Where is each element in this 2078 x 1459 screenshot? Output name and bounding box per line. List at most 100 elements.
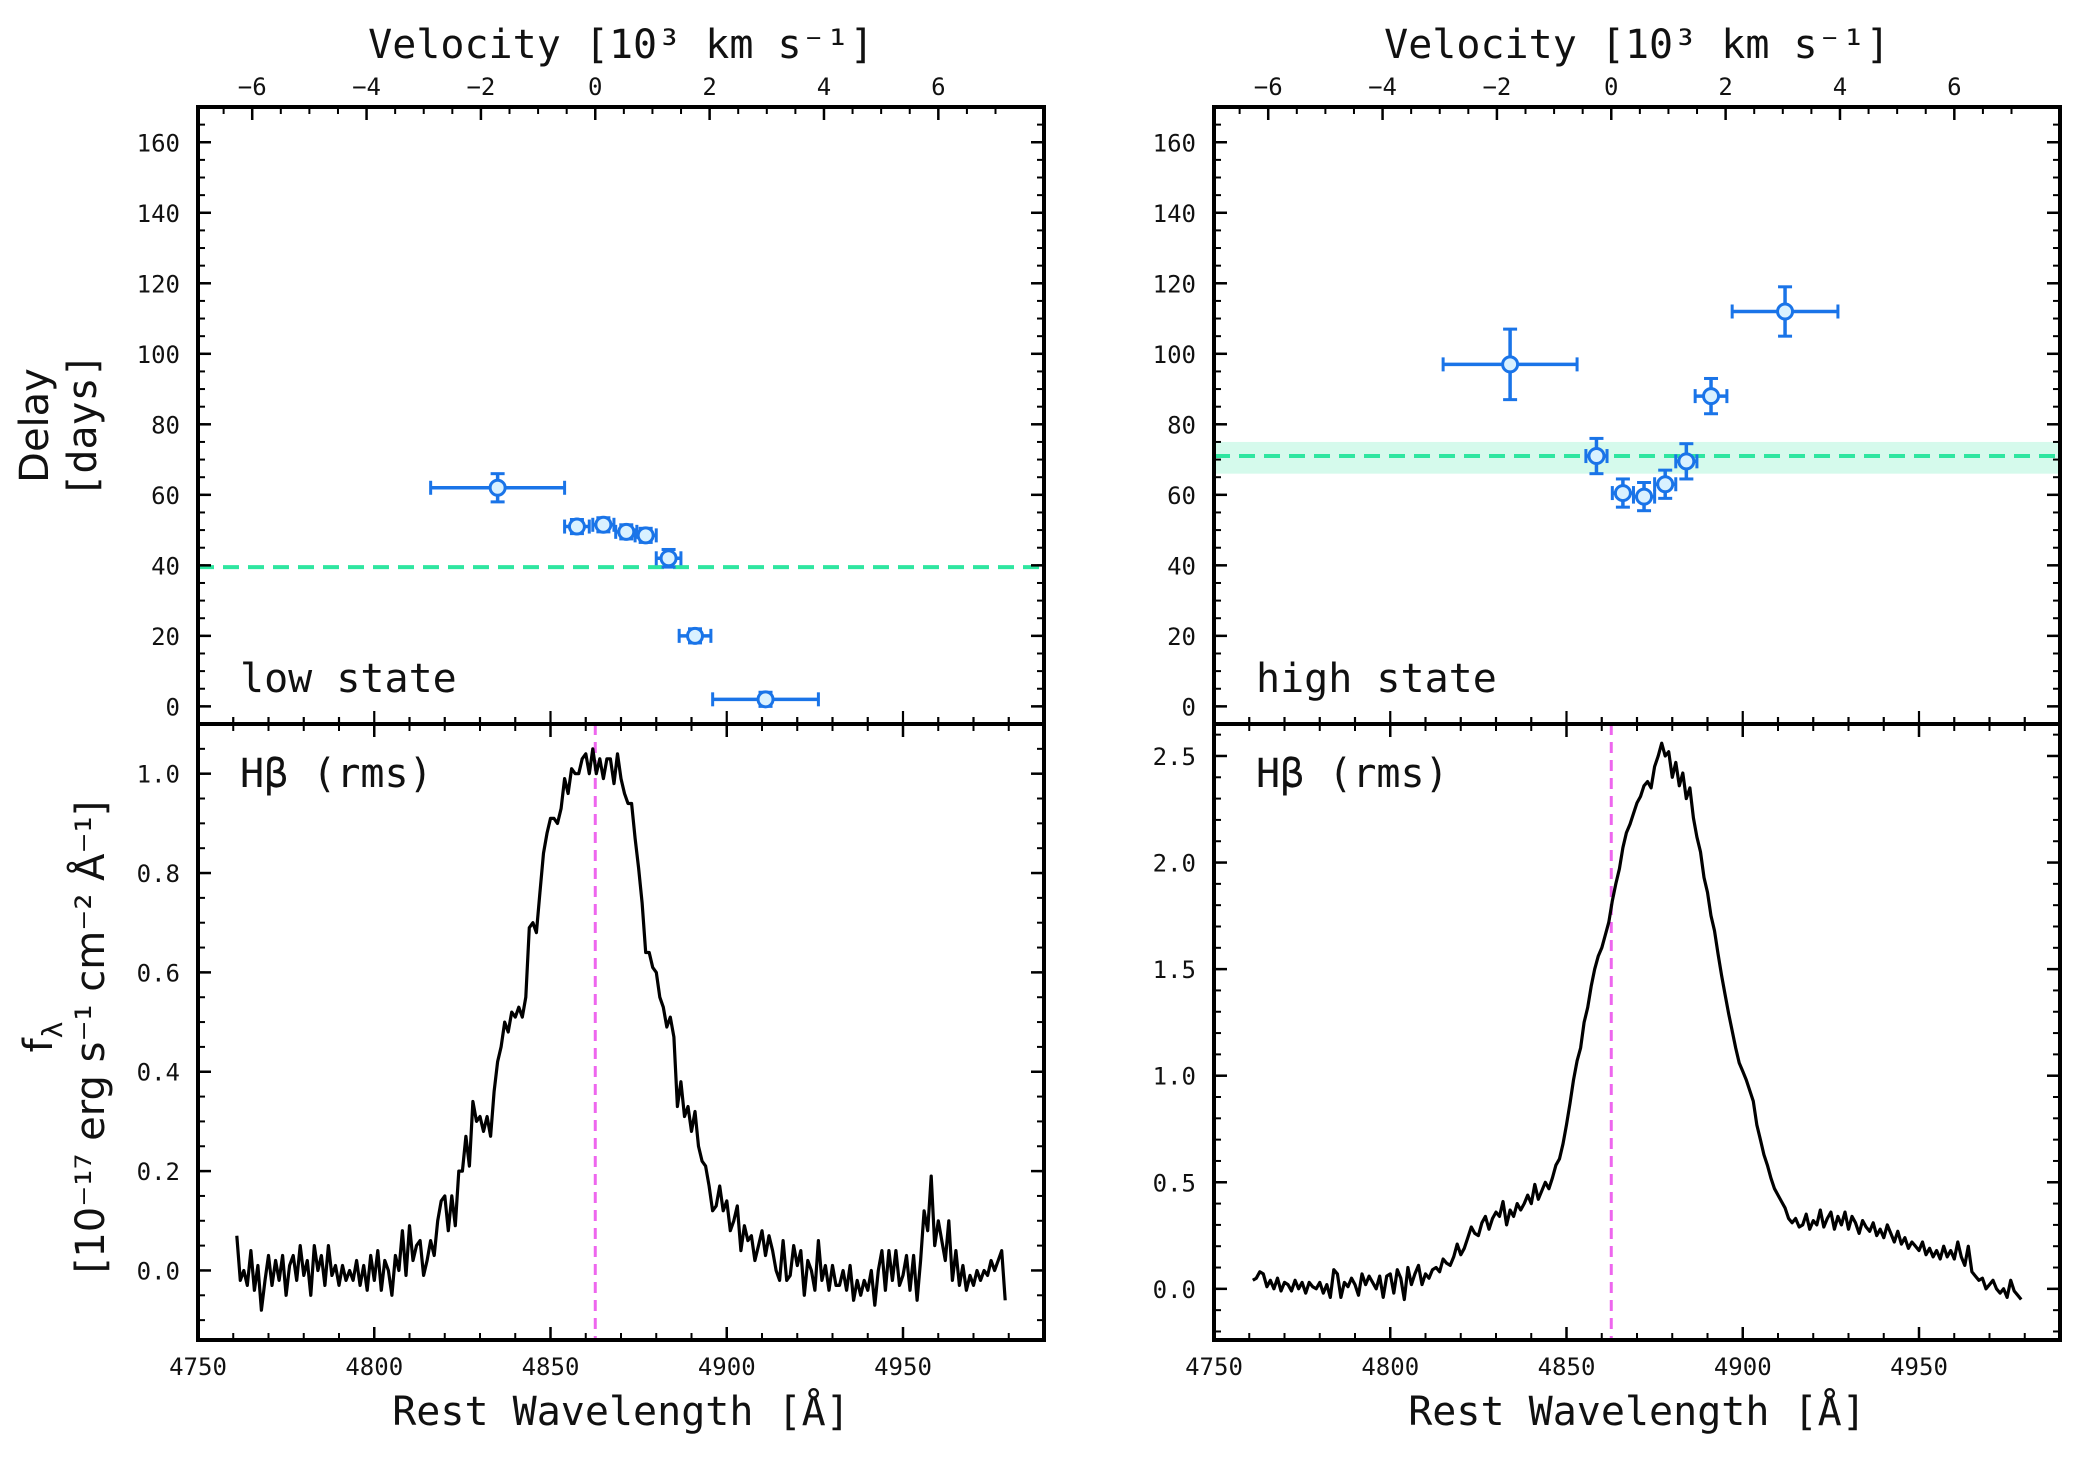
spectrum-line (1251, 741, 2023, 1302)
marker (1776, 302, 1795, 321)
x-tick-label: 4800 (1361, 1353, 1419, 1381)
y-tick-label: 160 (137, 129, 180, 157)
y-tick-label: 120 (1153, 270, 1196, 298)
y-tick-label: 0 (166, 693, 180, 721)
velocity-axis-title: Velocity [10³ km s⁻¹] (368, 22, 874, 68)
delay-point (1674, 442, 1699, 481)
x-axis-title: Rest Wavelength [Å] (392, 1387, 850, 1435)
delay-point (1693, 376, 1729, 416)
y-tick-label: 0.0 (1153, 1276, 1196, 1304)
velocity-axis-title: Velocity [10³ km s⁻¹] (1384, 22, 1890, 68)
y-tick-label: 0.5 (1153, 1169, 1196, 1197)
y-tick-label: 40 (151, 552, 180, 580)
marker (636, 526, 655, 545)
delay-point (1441, 327, 1579, 402)
delay-point (633, 526, 658, 545)
velocity-tick-label: 0 (588, 73, 602, 101)
y-tick-label: 0 (1182, 693, 1196, 721)
y-tick-label: 60 (151, 482, 180, 510)
marker (594, 515, 613, 534)
delay-point (1584, 436, 1609, 476)
panel-annotation: high state (1256, 656, 1497, 702)
marker (756, 690, 775, 709)
y-tick-label: 100 (1153, 341, 1196, 369)
velocity-tick-label: 2 (702, 73, 716, 101)
x-tick-label: 4950 (874, 1353, 932, 1381)
axes-frame (1212, 722, 2062, 1342)
velocity-tick-label: −6 (238, 73, 267, 101)
y-tick-label: 160 (1153, 129, 1196, 157)
velocity-tick-label: 0 (1604, 73, 1618, 101)
x-axis-title: Rest Wavelength [Å] (1408, 1387, 1866, 1435)
x-tick-label: 4950 (1890, 1353, 1948, 1381)
velocity-tick-label: 4 (817, 73, 831, 101)
marker (1587, 447, 1606, 466)
y-tick-label: 2.0 (1153, 850, 1196, 878)
velocity-tick-label: −4 (352, 73, 381, 101)
x-tick-label: 4900 (698, 1353, 756, 1381)
y-axis-title-line1: Delay (12, 368, 58, 483)
marker (1656, 475, 1675, 494)
x-tick-label: 4800 (345, 1353, 403, 1381)
y-axis-title-line1: fλ (16, 1022, 69, 1053)
y-tick-label: 2.5 (1153, 743, 1196, 771)
marker (567, 517, 586, 536)
ylabel-subscript: λ (36, 1022, 69, 1039)
velocity-tick-label: 4 (1833, 73, 1847, 101)
spectrum-line (235, 747, 1007, 1312)
x-tick-label: 4850 (522, 1353, 580, 1381)
delay-point (429, 472, 567, 504)
y-tick-label: 0.0 (137, 1257, 180, 1285)
marker (617, 522, 636, 541)
axes-frame (196, 105, 1046, 726)
y-axis-title-line2: [days] (60, 353, 106, 498)
x-tick-label: 4750 (169, 1353, 227, 1381)
delay-point (1610, 477, 1635, 509)
marker (1677, 452, 1696, 471)
panel-annotation: low state (240, 656, 457, 702)
panel-annotation: Hβ (rms) (1256, 751, 1449, 797)
x-tick-label: 4850 (1538, 1353, 1596, 1381)
x-tick-label: 4900 (1714, 1353, 1772, 1381)
y-tick-label: 20 (151, 623, 180, 651)
velocity-tick-label: 6 (931, 73, 945, 101)
y-tick-label: 1.0 (137, 761, 180, 789)
marker (1635, 487, 1654, 506)
y-tick-label: 1.0 (1153, 1063, 1196, 1091)
delay-point (1653, 468, 1678, 500)
marker (1702, 387, 1721, 406)
marker (1501, 355, 1520, 374)
axes-frame (1212, 105, 2062, 726)
y-tick-label: 80 (1167, 411, 1196, 439)
velocity-tick-label: −2 (466, 73, 495, 101)
x-tick-label: 4750 (1185, 1353, 1243, 1381)
marker (1613, 484, 1632, 503)
velocity-tick-label: −4 (1368, 73, 1397, 101)
axes-layer (196, 105, 2062, 1342)
y-axis-title: Delay [days] (12, 353, 106, 498)
panel-annotation: Hβ (rms) (240, 751, 433, 797)
y-tick-label: 0.2 (137, 1158, 180, 1186)
y-tick-label: 100 (137, 341, 180, 369)
y-axis-title-line2: [10⁻¹⁷ erg s⁻¹ cm⁻² Å⁻¹] (66, 801, 114, 1274)
y-tick-label: 60 (1167, 482, 1196, 510)
y-tick-label: 0.8 (137, 860, 180, 888)
marker (686, 626, 705, 645)
y-tick-label: 40 (1167, 552, 1196, 580)
delay-point (563, 517, 591, 536)
delay-point (1730, 285, 1840, 338)
y-tick-label: 0.6 (137, 959, 180, 987)
axes-frame (196, 722, 1046, 1342)
delay-point (1631, 480, 1657, 513)
delay-point (591, 515, 616, 534)
y-axis-title: fλ [10⁻¹⁷ erg s⁻¹ cm⁻² Å⁻¹] (16, 801, 114, 1274)
delay-point (711, 690, 820, 709)
delay-point (654, 547, 683, 569)
velocity-tick-label: 2 (1718, 73, 1732, 101)
marker (488, 478, 507, 497)
y-tick-label: 1.5 (1153, 956, 1196, 984)
y-tick-label: 20 (1167, 623, 1196, 651)
velocity-tick-label: −2 (1482, 73, 1511, 101)
